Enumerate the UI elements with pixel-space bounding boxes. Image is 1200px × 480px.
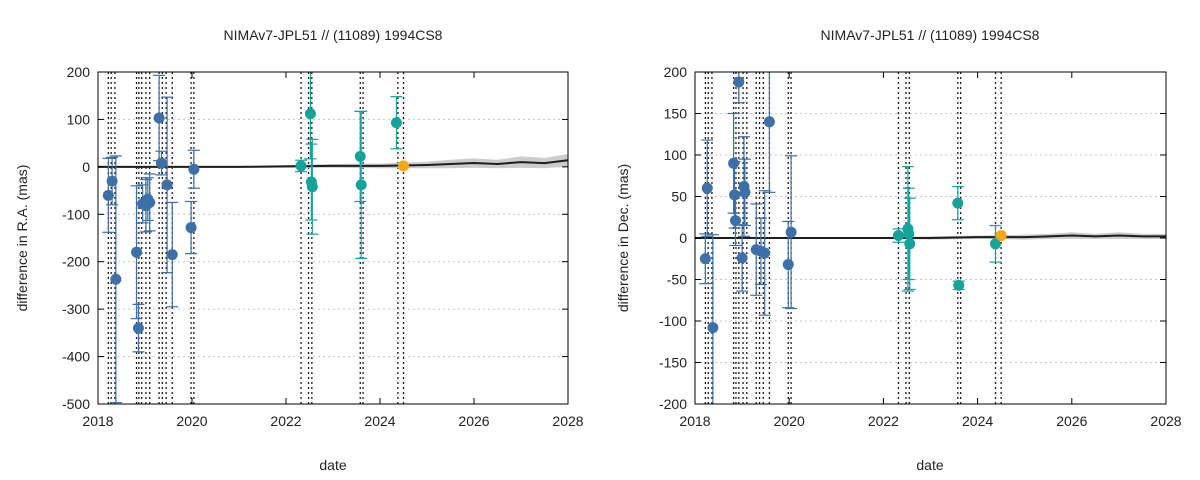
grid-lines	[98, 118, 568, 358]
y-tick-label: 100	[664, 147, 688, 163]
x-tick-label: 2018	[82, 413, 113, 429]
y-tick-label: -400	[62, 349, 90, 365]
series-older-observations	[102, 74, 200, 404]
series-highlighted	[398, 160, 409, 172]
y-tick-label: 200	[67, 64, 91, 80]
data-point	[728, 157, 740, 169]
data-point	[730, 215, 742, 227]
data-point	[166, 249, 178, 261]
x-tick-label: 2018	[679, 413, 710, 429]
chart-title: NIMAv7-JPL51 // (11089) 1994CS8	[821, 27, 1040, 43]
y-tick-label: 0	[679, 230, 687, 246]
data-point	[153, 112, 165, 124]
data-point	[701, 182, 713, 194]
x-tick-label: 2028	[552, 413, 583, 429]
data-point	[185, 222, 197, 234]
y-tick-label: -200	[659, 396, 687, 412]
y-tick-label: -50	[667, 272, 687, 288]
data-point	[707, 322, 719, 334]
data-point	[354, 150, 366, 162]
x-tick-label: 2024	[962, 413, 993, 429]
data-point	[144, 196, 156, 208]
data-point	[953, 279, 965, 291]
data-point	[110, 273, 122, 285]
y-axis-label: difference in R.A. (mas)	[14, 165, 30, 312]
data-point	[989, 238, 1001, 250]
y-tick-label: -300	[62, 301, 90, 317]
y-tick-label: -500	[62, 396, 90, 412]
y-tick-label: -100	[659, 313, 687, 329]
data-point	[952, 197, 964, 209]
data-point	[782, 259, 794, 271]
data-point	[759, 247, 771, 259]
x-tick-label: 2022	[270, 413, 301, 429]
x-tick-label: 2026	[1056, 413, 1087, 429]
observation-date-lines	[107, 72, 405, 404]
x-tick-label: 2028	[1150, 413, 1181, 429]
x-tick-label: 2022	[868, 413, 899, 429]
axis-ticks: -500 -400 -300 -200 -100 0 100 200 2018 2020 2022 2…	[62, 64, 584, 429]
data-point	[892, 230, 904, 242]
data-point	[904, 238, 916, 250]
data-point	[739, 186, 751, 198]
plot-area	[695, 72, 1166, 404]
series-older-observations	[699, 72, 798, 404]
data-point	[106, 175, 118, 187]
data-point	[995, 230, 1007, 242]
plot-frame	[97, 71, 569, 405]
data-point	[102, 189, 114, 201]
chart-title: NIMAv7-JPL51 // (11089) 1994CS8	[224, 27, 443, 43]
data-point	[304, 108, 316, 120]
data-point	[398, 160, 409, 172]
y-tick-label: 150	[664, 106, 688, 122]
data-point	[699, 253, 711, 265]
y-tick-label: -150	[659, 355, 687, 371]
x-tick-label: 2020	[176, 413, 207, 429]
x-tick-label: 2024	[364, 413, 395, 429]
x-tick-label: 2020	[774, 413, 805, 429]
ra-chart: NIMAv7-JPL51 // (11089) 1994CS8 date dif…	[14, 27, 584, 473]
x-axis-label: date	[916, 457, 943, 473]
x-tick-label: 2026	[458, 413, 489, 429]
data-point	[131, 246, 143, 258]
data-point	[763, 116, 775, 128]
series-highlighted	[995, 230, 1007, 242]
data-point	[295, 160, 307, 172]
data-point	[132, 322, 144, 334]
series-recent-observations	[892, 166, 1002, 292]
axis-ticks: -200 -150 -100 -50 0 50 100 150 200 2018 2020 2022 2…	[659, 64, 1182, 429]
plot-area	[98, 72, 568, 404]
data-point	[903, 228, 915, 240]
data-point	[733, 76, 745, 88]
data-point	[785, 226, 797, 238]
y-tick-label: 0	[82, 159, 90, 175]
dec-chart: NIMAv7-JPL51 // (11089) 1994CS8 date dif…	[615, 27, 1182, 473]
series-recent-observations	[295, 72, 403, 259]
data-point	[161, 179, 173, 191]
y-tick-label: 100	[67, 111, 91, 127]
data-point	[390, 117, 402, 129]
y-tick-label: 200	[664, 64, 688, 80]
data-point	[736, 252, 748, 264]
y-tick-label: -200	[62, 254, 90, 270]
data-point	[155, 157, 167, 169]
y-axis-label: difference in Dec. (mas)	[615, 164, 631, 312]
y-tick-label: -100	[62, 206, 90, 222]
data-point	[188, 163, 200, 175]
data-point	[306, 181, 318, 193]
data-point	[355, 179, 367, 191]
data-point	[729, 189, 741, 201]
y-tick-label: 50	[671, 189, 687, 205]
x-axis-label: date	[319, 457, 346, 473]
